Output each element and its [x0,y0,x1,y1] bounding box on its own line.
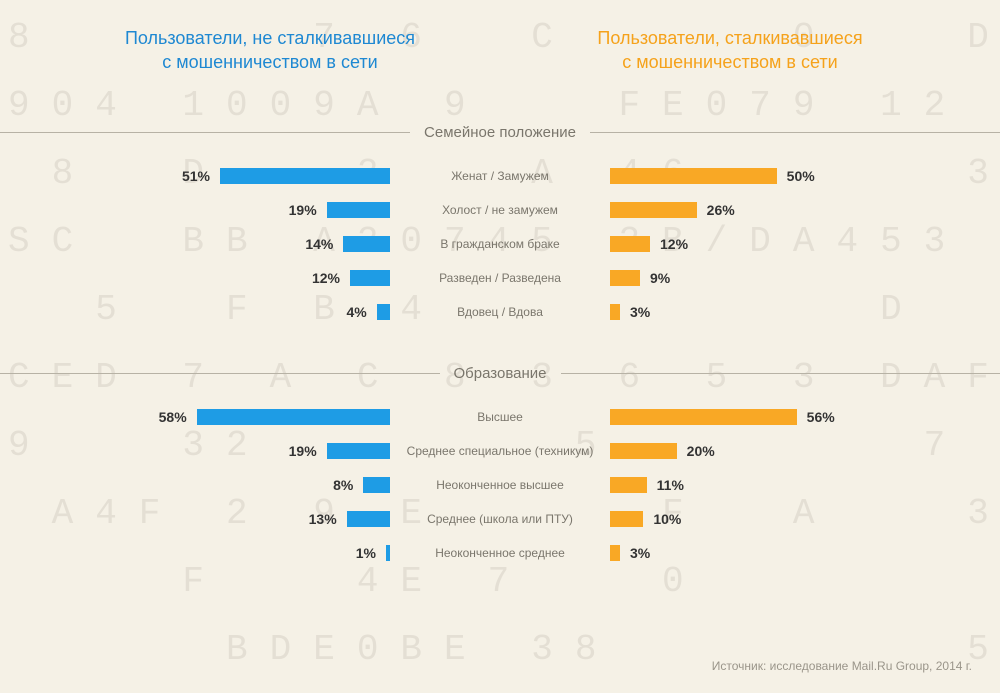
right-bar [610,304,620,320]
section-title: Семейное положение [0,124,1000,141]
right-bar [610,545,620,561]
right-percent-label: 3% [620,304,660,320]
data-row: 51% Женат / Замужем 50% [0,159,1000,193]
left-percent-label: 51% [172,168,220,184]
left-percent-label: 4% [336,304,376,320]
header-row: Пользователи, не сталкивавшиесяс мошенни… [0,0,1000,88]
header-left: Пользователи, не сталкивавшиесяс мошенни… [40,26,500,74]
right-percent-label: 11% [647,477,694,493]
section-title-text: Семейное положение [424,124,576,141]
category-label: Среднее специальное (техникум) [390,444,610,458]
left-bar [343,236,390,252]
right-percent-label: 9% [640,270,680,286]
right-percent-label: 26% [697,202,745,218]
left-bar [363,477,390,493]
right-percent-label: 50% [777,168,825,184]
section-rows: 51% Женат / Замужем 50% 19% Холост / не заму… [0,141,1000,329]
left-percent-label: 12% [302,270,350,286]
category-label: Холост / не замужем [390,203,610,217]
right-bar [610,202,697,218]
right-percent-label: 56% [797,409,845,425]
category-label: Вдовец / Вдова [390,305,610,319]
category-label: Разведен / Разведена [390,271,610,285]
right-percent-label: 3% [620,545,660,561]
left-percent-label: 14% [295,236,343,252]
right-bar [610,477,647,493]
right-bar [610,409,797,425]
right-bar [610,270,640,286]
right-bar [610,511,643,527]
data-row: 4% Вдовец / Вдова 3% [0,295,1000,329]
category-label: Женат / Замужем [390,169,610,183]
left-bar [377,304,390,320]
right-percent-label: 20% [677,443,725,459]
source-attribution: Источник: исследование Mail.Ru Group, 20… [712,659,972,673]
data-row: 1% Неоконченное среднее 3% [0,536,1000,570]
header-right: Пользователи, сталкивавшиесяс мошенничес… [500,26,960,74]
chart-sections: Семейное положение 51% Женат / Замужем 50% 1… [0,124,1000,570]
data-row: 19% Холост / не замужем 26% [0,193,1000,227]
chart-content: Пользователи, не сталкивавшиесяс мошенни… [0,0,1000,570]
left-bar [350,270,390,286]
section-title: Образование [0,365,1000,382]
left-percent-label: 8% [323,477,363,493]
right-bar [610,443,677,459]
data-row: 14% В гражданском браке 12% [0,227,1000,261]
left-bar [347,511,390,527]
category-label: Высшее [390,410,610,424]
right-percent-label: 12% [650,236,698,252]
data-row: 12% Разведен / Разведена 9% [0,261,1000,295]
category-label: В гражданском браке [390,237,610,251]
left-bar [327,443,390,459]
data-row: 8% Неоконченное высшее 11% [0,468,1000,502]
data-row: 58% Высшее 56% [0,400,1000,434]
data-row: 13% Среднее (школа или ПТУ) 10% [0,502,1000,536]
category-label: Неоконченное среднее [390,546,610,560]
left-percent-label: 13% [299,511,347,527]
section-rows: 58% Высшее 56% 19% Среднее специальное (техн… [0,382,1000,570]
category-label: Среднее (школа или ПТУ) [390,512,610,526]
left-bar [197,409,390,425]
left-bar [327,202,390,218]
right-bar [610,168,777,184]
section-title-text: Образование [454,365,547,382]
right-percent-label: 10% [643,511,691,527]
left-percent-label: 19% [279,202,327,218]
right-bar [610,236,650,252]
left-percent-label: 1% [346,545,386,561]
left-bar [220,168,390,184]
left-percent-label: 58% [149,409,197,425]
data-row: 19% Среднее специальное (техникум) 20% [0,434,1000,468]
category-label: Неоконченное высшее [390,478,610,492]
left-percent-label: 19% [279,443,327,459]
